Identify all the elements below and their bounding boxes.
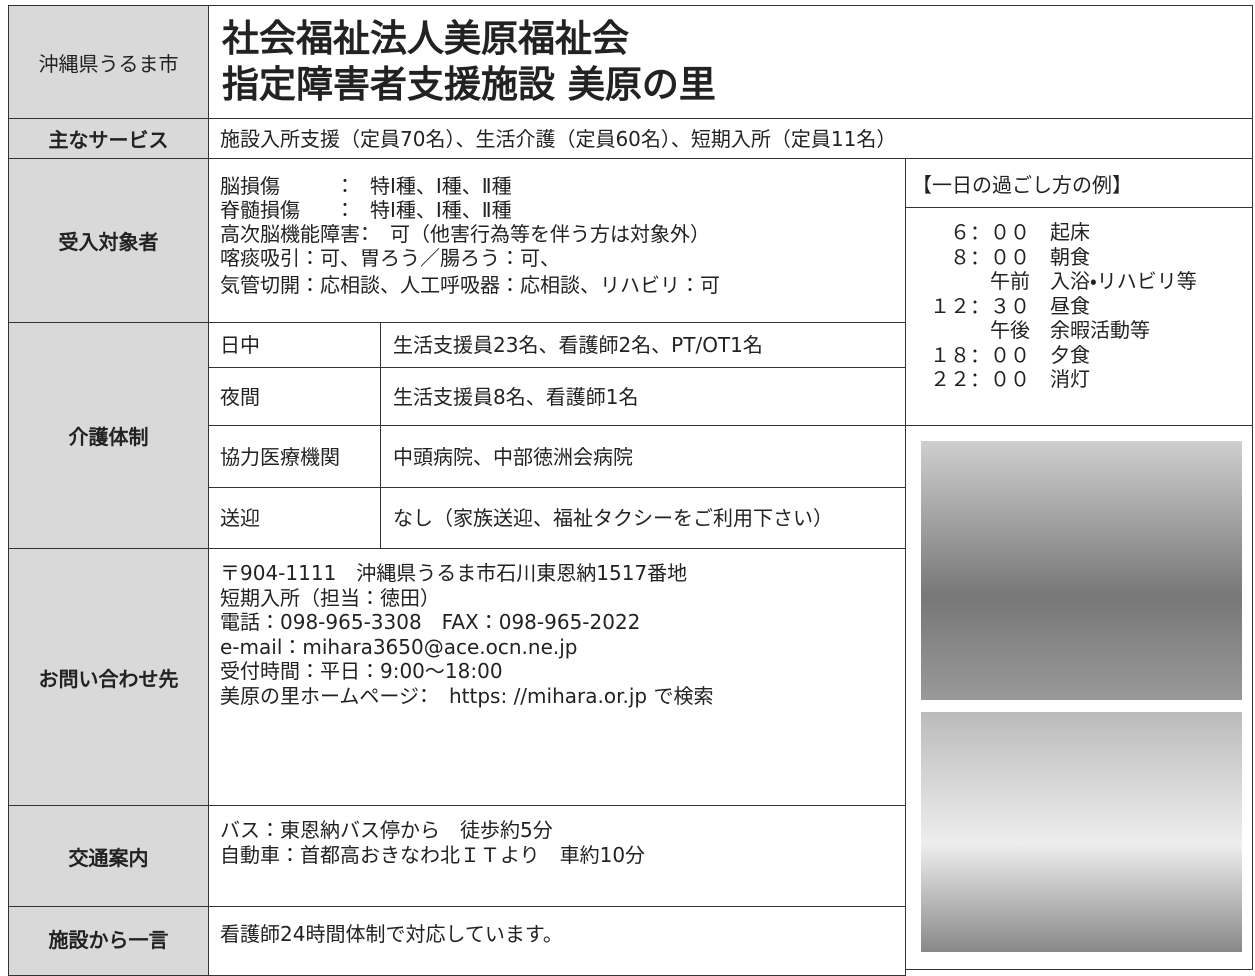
schedule-event: 昼食 — [1050, 293, 1090, 318]
care-key: 夜間 — [220, 384, 260, 409]
contact-line: 受付時間：平日：9:00～18:00 — [220, 659, 503, 683]
care-value: 生活支援員23名、看護師2名、PT/OT1名 — [393, 333, 763, 357]
title-line: 指定障害者支援施設 美原の里 — [222, 63, 716, 106]
schedule-title: 【一日の過ごし方の例】 — [912, 173, 1132, 197]
label: お問い合わせ先 — [8, 548, 209, 806]
contact-line: 電話：098-965-3308 FAX：098-965-2022 — [220, 610, 641, 634]
schedule-event: 余暇活動等 — [1050, 318, 1150, 342]
label-text: 受入対象者 — [58, 230, 159, 254]
schedule-time: ８：００ — [950, 244, 1030, 269]
label: 主なサービス — [8, 118, 209, 159]
message-text: 看護師24時間体制で対応しています。 — [220, 922, 563, 946]
label: 交通案内 — [8, 805, 209, 907]
care-key: 送迎 — [220, 506, 260, 530]
contact-line: 美原の里ホームページ： https: //mihara.or.jp で検索 — [220, 683, 714, 708]
care-key: 日中 — [220, 333, 260, 357]
target-line: 喀痰吸引：可、胃ろう／腸ろう：可、 — [220, 246, 560, 270]
label-text: 交通案内 — [68, 845, 149, 870]
schedule-event: 夕食 — [1050, 342, 1090, 367]
schedule-event: 入浴・リハビリ等 — [1050, 269, 1197, 293]
schedule-time: 午前 — [990, 269, 1030, 293]
schedule-head — [905, 158, 1253, 208]
services-text: 施設入所支援（定員70名）、生活介護（定員60名）、短期入所（定員11名） — [220, 127, 897, 151]
target-line: 気管切開：応相談、人工呼吸器：応相談、リハビリ：可 — [220, 273, 720, 297]
contact-line: e-mail：mihara3650@ace.ocn.ne.jp — [220, 634, 578, 659]
target-line: 脊髄損傷 ： 特Ⅰ種、Ⅰ種、Ⅱ種 — [220, 198, 512, 222]
care-value: 生活支援員8名、看護師1名 — [393, 384, 639, 409]
access-line: バス：東恩納バス停から 徒歩約5分 — [220, 818, 553, 842]
schedule-time: １２：３０ — [930, 293, 1030, 318]
label-text: 主なサービス — [48, 128, 169, 152]
schedule-event: 朝食 — [1050, 244, 1090, 269]
region: 沖縄県うるま市 — [8, 5, 209, 119]
target-line: 高次脳機能障害： 可（他害行為等を伴う方は対象外） — [220, 222, 710, 246]
title-line: 社会福祉法人美原福祉会 — [222, 17, 629, 60]
label-text: 施設から一言 — [48, 927, 169, 952]
label-text: お問い合わせ先 — [38, 666, 179, 691]
care-cell — [380, 487, 906, 549]
schedule-event: 起床 — [1050, 220, 1090, 244]
schedule-time: １８：００ — [930, 342, 1030, 367]
region-text: 沖縄県うるま市 — [38, 51, 179, 76]
target-line: 脳損傷 ： 特Ⅰ種、Ⅰ種、Ⅱ種 — [220, 174, 512, 198]
building-photo — [921, 441, 1242, 700]
care-key: 協力医療機関 — [220, 444, 340, 469]
room-photo — [921, 712, 1242, 952]
label: 施設から一言 — [8, 906, 209, 976]
label-text: 介護体制 — [68, 425, 149, 449]
label: 介護体制 — [8, 322, 209, 549]
schedule-time: 午後 — [990, 318, 1030, 342]
care-value: 中頭病院、中部徳洲会病院 — [393, 444, 633, 469]
schedule-time: ２２：００ — [930, 367, 1030, 391]
access-line: 自動車：首都高おきなわ北ＩＴより 車約10分 — [220, 843, 646, 867]
care-value: なし（家族送迎、福祉タクシーをご利用下さい） — [393, 506, 833, 530]
schedule-time: ６：００ — [950, 220, 1030, 244]
contact-line: 〒904-1111 沖縄県うるま市石川東恩納1517番地 — [220, 561, 688, 585]
contact-line: 短期入所（担当：徳田） — [220, 585, 440, 610]
label: 受入対象者 — [8, 158, 209, 323]
schedule-event: 消灯 — [1050, 367, 1090, 391]
